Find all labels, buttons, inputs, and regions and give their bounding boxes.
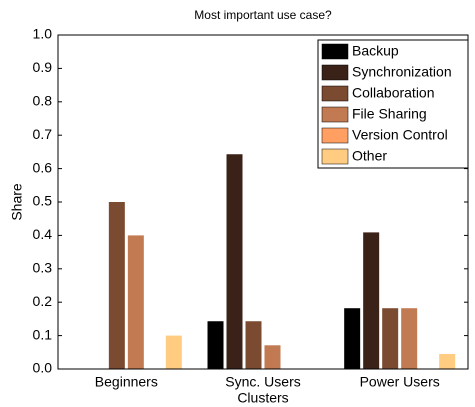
legend-label: Other — [352, 148, 387, 164]
y-tick-label: 0.4 — [33, 226, 53, 242]
bar — [363, 232, 380, 369]
y-tick-label: 0.0 — [33, 360, 53, 376]
legend-label: Synchronization — [352, 64, 452, 80]
legend-label: Collaboration — [352, 85, 435, 101]
legend-swatch — [321, 148, 349, 165]
bar — [439, 353, 456, 369]
y-tick-label: 0.5 — [33, 193, 53, 209]
legend-swatch — [321, 106, 349, 123]
legend-swatch — [321, 64, 349, 81]
x-tick-label: Power Users — [360, 374, 440, 390]
legend-swatch — [321, 85, 349, 102]
y-tick-label: 0.9 — [33, 59, 53, 75]
y-tick-label: 0.6 — [33, 159, 53, 175]
bar — [226, 154, 243, 369]
chart-title: Most important use case? — [194, 8, 332, 22]
x-axis-label: Clusters — [237, 390, 288, 406]
legend-label: File Sharing — [352, 106, 427, 122]
bar — [382, 308, 399, 369]
x-tick-label: Beginners — [95, 374, 158, 390]
bar — [264, 345, 281, 369]
x-tick-label: Sync. Users — [225, 374, 300, 390]
y-tick-label: 0.1 — [33, 326, 53, 342]
legend-label: Backup — [352, 43, 399, 59]
bar — [127, 235, 144, 369]
y-axis-label: Share — [9, 183, 25, 221]
bar — [165, 335, 182, 369]
legend-box — [317, 39, 469, 169]
plot-frame — [57, 34, 469, 370]
y-tick-label: 0.7 — [33, 126, 53, 142]
y-tick-label: 1.0 — [33, 26, 53, 42]
bar — [108, 202, 125, 369]
legend-swatch — [321, 127, 349, 144]
bar — [344, 308, 361, 369]
y-tick-label: 0.3 — [33, 260, 53, 276]
bar — [207, 321, 224, 369]
legend-swatch — [321, 43, 349, 60]
legend-label: Version Control — [352, 127, 448, 143]
y-tick-label: 0.2 — [33, 293, 53, 309]
bar — [245, 321, 262, 369]
y-tick-label: 0.8 — [33, 93, 53, 109]
bar — [401, 308, 418, 369]
